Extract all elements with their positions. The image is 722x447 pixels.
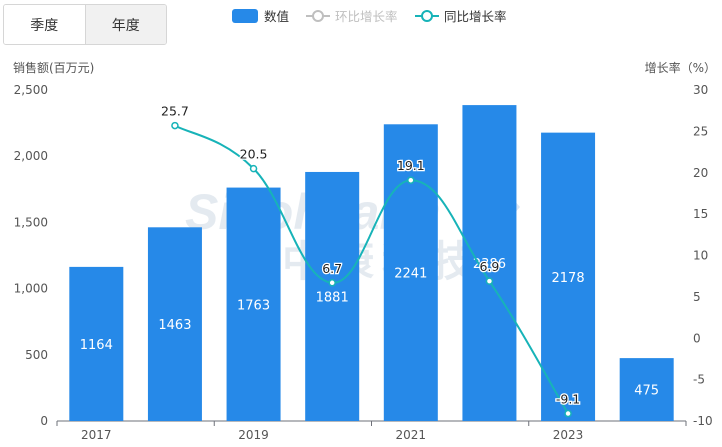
bar-value-label: 1463 — [158, 318, 191, 333]
y-left-tick-label: 2,000 — [14, 149, 48, 163]
y-axis-left-title: 销售额(百万元) — [13, 60, 94, 75]
bar-value-label: 1164 — [80, 338, 113, 353]
bar[interactable] — [147, 227, 202, 421]
yoy-point[interactable] — [485, 277, 494, 285]
yoy-point-label: 6.7 — [322, 261, 342, 276]
y-left-tick-label: 2,500 — [14, 83, 48, 97]
yoy-point-label: 25.7 — [161, 104, 189, 119]
legend-label-mom: 环比增长率 — [335, 9, 398, 24]
x-tick-label: 2017 — [81, 428, 112, 442]
legend-mom-circle-icon — [312, 10, 324, 22]
y-left-tick-label: 1,000 — [14, 282, 48, 296]
bar[interactable] — [226, 187, 281, 421]
bar-value-label: 2241 — [394, 267, 427, 282]
tab-year[interactable]: 年度 — [84, 5, 166, 44]
bar-value-label: 2178 — [552, 271, 585, 286]
legend-item-mom[interactable]: 环比增长率 — [306, 9, 398, 24]
yoy-point[interactable] — [407, 176, 415, 184]
y-right-tick-label: 25 — [693, 124, 708, 138]
legend-item-value[interactable]: 数值 — [232, 9, 289, 24]
y-right-tick-label: 5 — [693, 290, 701, 304]
yoy-point-label: 20.5 — [240, 147, 268, 162]
legend-label-value: 数值 — [264, 9, 289, 24]
legend-yoy-circle-icon — [421, 10, 433, 22]
yoy-point-label: 6.9 — [479, 259, 499, 274]
bar[interactable] — [305, 171, 360, 421]
y-right-tick-label: 15 — [693, 207, 708, 221]
bar-value-label: 1763 — [237, 298, 270, 313]
x-tick-label: 2023 — [553, 428, 584, 442]
period-tab-group: 季度 年度 — [3, 4, 167, 45]
bar[interactable] — [383, 124, 438, 422]
bar[interactable] — [69, 266, 124, 421]
x-tick-label: 2021 — [396, 428, 427, 442]
y-right-tick-label: 10 — [693, 249, 708, 263]
yoy-point-label: 19.1 — [397, 158, 425, 173]
legend-bar-swatch-icon — [232, 9, 258, 23]
yoy-point[interactable] — [564, 409, 572, 418]
legend-item-yoy[interactable]: 同比增长率 — [415, 9, 507, 24]
bar[interactable] — [541, 132, 596, 421]
yoy-point[interactable] — [328, 279, 336, 287]
y-right-tick-label: -5 — [693, 373, 705, 387]
yoy-point[interactable] — [249, 164, 258, 173]
y-left-tick-label: 1,500 — [14, 215, 48, 229]
yoy-line-series: 25.7 20.5 6.7 19.1 6.9 -9.1 — [160, 102, 582, 418]
x-tick-label: 2019 — [238, 428, 269, 442]
y-left-tick-label: 0 — [40, 414, 48, 428]
legend: 数值 环比增长率 同比增长率 — [232, 9, 507, 24]
yoy-point-label: -9.1 — [556, 392, 580, 407]
y-axis-right-title: 增长率（%） — [645, 60, 716, 75]
y-right-tick-label: 30 — [693, 83, 708, 97]
bar[interactable] — [462, 105, 517, 421]
y-right-tick-label: -10 — [693, 414, 713, 428]
bar-value-label: 1881 — [316, 290, 349, 305]
y-right-tick-label: 20 — [693, 166, 708, 180]
yoy-point[interactable] — [171, 121, 179, 130]
y-right-tick-label: 0 — [693, 331, 701, 345]
legend-label-yoy: 同比增长率 — [444, 9, 507, 24]
bar[interactable] — [619, 358, 674, 421]
y-left-tick-label: 500 — [25, 348, 48, 362]
tab-quarter[interactable]: 季度 — [4, 5, 85, 44]
bar-value-label: 475 — [634, 384, 659, 399]
